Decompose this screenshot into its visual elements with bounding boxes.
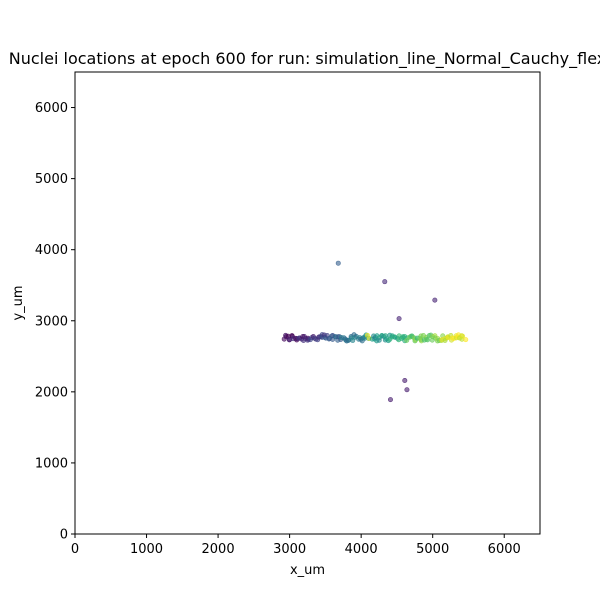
y-axis: 0 1000 2000 3000 4000 5000 6000 [35, 101, 75, 543]
x-axis-label: x_um [290, 563, 325, 578]
x-tick-label: 5000 [416, 542, 449, 557]
data-point [335, 260, 341, 266]
data-point [432, 297, 438, 303]
data-point [376, 337, 382, 343]
y-tick-label: 3000 [35, 314, 68, 329]
x-axis: 0 1000 2000 3000 4000 5000 6000 [71, 534, 521, 557]
y-tick-label: 6000 [35, 101, 68, 116]
y-tick-label: 5000 [35, 172, 68, 187]
x-tick-label: 0 [71, 542, 79, 557]
data-point [396, 316, 402, 322]
x-tick-label: 1000 [130, 542, 163, 557]
plot-frame [74, 71, 541, 535]
x-tick-label: 2000 [202, 542, 235, 557]
x-tick-label: 6000 [488, 542, 521, 557]
y-tick-label: 4000 [35, 243, 68, 258]
plot-background [75, 72, 540, 534]
y-tick-label: 1000 [35, 456, 68, 471]
data-point [425, 337, 431, 343]
y-axis-label: y_um [11, 285, 26, 320]
plot-area [74, 71, 541, 535]
data-point [387, 397, 393, 403]
data-point [404, 387, 410, 393]
x-tick-label: 4000 [345, 542, 378, 557]
points-layer [281, 260, 469, 403]
data-point [463, 337, 469, 343]
data-point [382, 279, 388, 285]
data-point [402, 377, 408, 383]
x-tick-label: 3000 [273, 542, 306, 557]
data-point [460, 333, 466, 339]
y-tick-label: 0 [60, 528, 68, 543]
chart-title: Nuclei locations at epoch 600 for run: s… [9, 49, 600, 69]
data-point [404, 337, 410, 343]
y-tick-label: 2000 [35, 385, 68, 400]
